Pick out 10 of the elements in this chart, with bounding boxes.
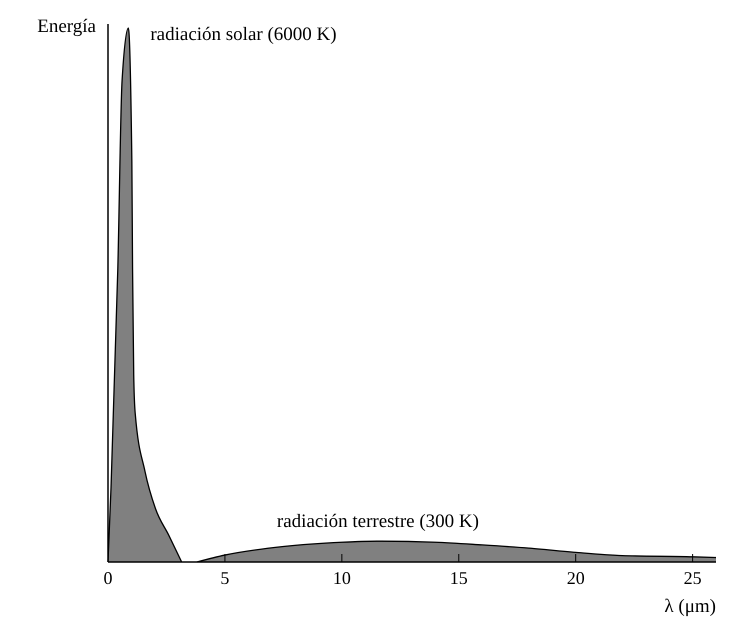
series-label: radiación terrestre (300 K) bbox=[276, 511, 479, 532]
x-axis-title: λ (μm) bbox=[664, 596, 716, 617]
x-tick-label: 0 bbox=[104, 568, 112, 588]
x-tick-label: 5 bbox=[220, 568, 230, 588]
x-tick-label: 10 bbox=[332, 568, 351, 588]
x-tick-label: 20 bbox=[566, 568, 585, 588]
y-axis-title: Energía bbox=[37, 16, 97, 37]
series-label: radiación solar (6000 K) bbox=[150, 24, 337, 45]
x-tick-label: 25 bbox=[684, 568, 702, 588]
x-tick-label: 15 bbox=[450, 568, 468, 588]
